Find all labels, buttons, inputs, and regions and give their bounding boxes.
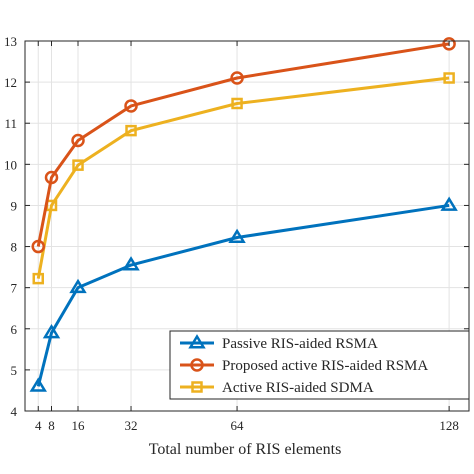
x-tick-label: 8: [48, 418, 55, 433]
y-tick-label: 9: [11, 198, 18, 213]
data-point: [125, 124, 137, 137]
data-point: [122, 256, 140, 271]
x-tick-label: 128: [439, 418, 459, 433]
y-tick-label: 7: [11, 281, 18, 296]
series-layer: [29, 37, 458, 392]
legend-label: Proposed active RIS-aided RSMA: [222, 358, 428, 374]
y-tick-label: 11: [4, 116, 17, 131]
data-point: [442, 37, 456, 51]
y-tick-label: 5: [11, 363, 18, 378]
series-line: [36, 203, 450, 387]
y-tick-label: 8: [11, 240, 18, 255]
legend-box: [169, 330, 470, 400]
data-point: [191, 381, 203, 393]
series-line: [36, 76, 450, 279]
legend-label: Passive RIS-aided RSMA: [222, 336, 378, 352]
y-tick-label: 10: [4, 157, 17, 172]
data-point: [29, 377, 47, 392]
x-tick-label: 16: [72, 418, 86, 433]
data-point: [72, 159, 84, 171]
x-tick-label: 4: [35, 418, 42, 433]
data-point: [71, 133, 85, 148]
x-tick-label: 32: [125, 418, 138, 433]
data-point: [440, 196, 458, 211]
legend: Passive RIS-aided RSMA Proposed active RI…: [169, 330, 470, 400]
y-tick-label: 4: [11, 404, 18, 419]
data-point: [69, 278, 87, 294]
x-axis-label: Total number of RIS elements: [149, 441, 342, 458]
data-point: [190, 358, 204, 372]
data-point: [228, 228, 246, 243]
y-tick-label: 13: [4, 34, 17, 49]
x-tick-label: 64: [231, 418, 245, 433]
plot-frame: [24, 40, 470, 412]
data-point: [32, 272, 45, 285]
series-circle: [31, 37, 456, 254]
series-square: [32, 72, 455, 285]
data-point: [443, 72, 455, 84]
data-point: [42, 323, 61, 339]
legend-label: Active RIS-aided SDMA: [222, 380, 374, 396]
data-point: [230, 71, 244, 85]
y-tick-label: 12: [4, 75, 17, 90]
data-point: [188, 334, 206, 349]
data-point: [124, 99, 138, 113]
series-triangle: [29, 196, 458, 392]
data-point: [231, 97, 243, 110]
y-tick-label: 6: [11, 322, 18, 337]
data-point: [31, 239, 46, 254]
data-point: [44, 170, 59, 185]
grid: [25, 40, 469, 412]
series-line: [36, 42, 450, 247]
